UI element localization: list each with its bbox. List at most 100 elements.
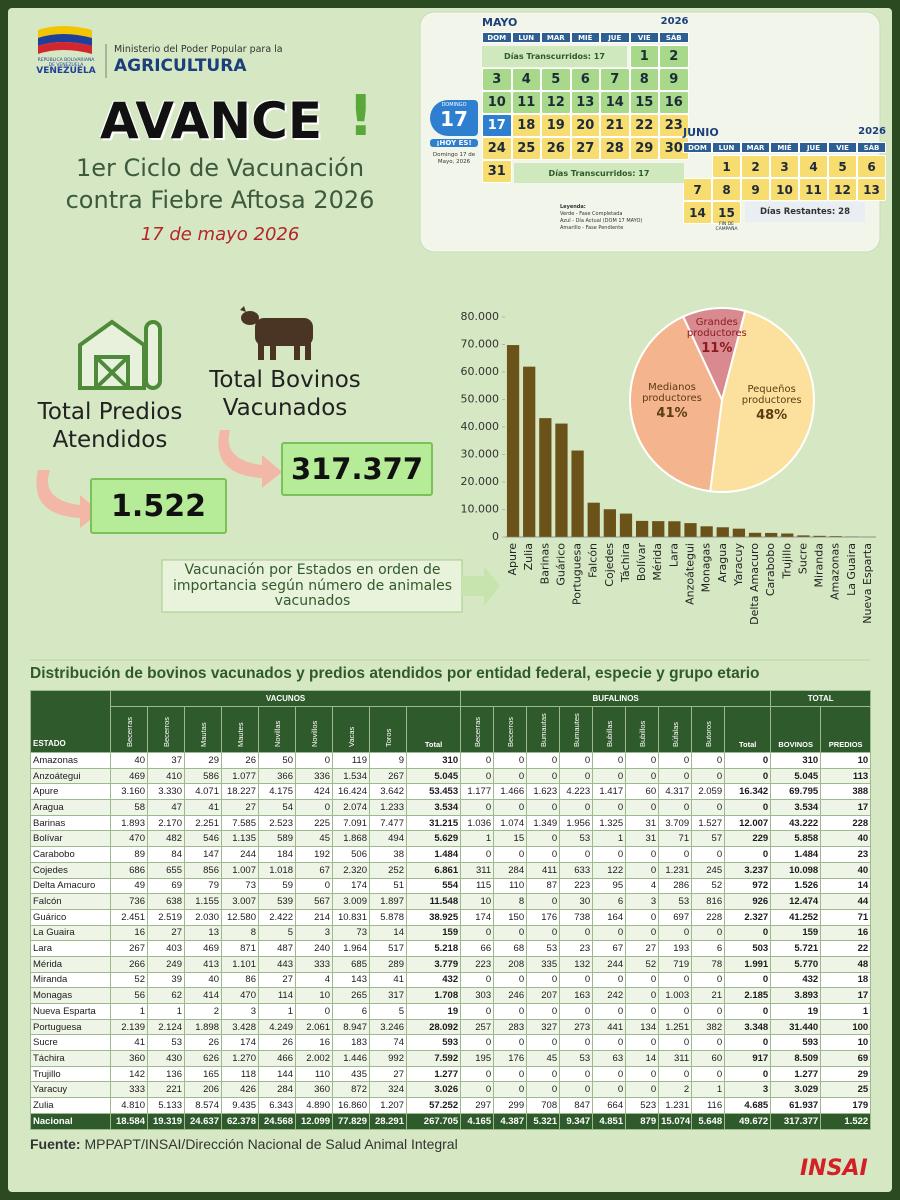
table-cell: 86 (221, 971, 259, 989)
table-cell: 303 (460, 987, 495, 1004)
calendar-day: 5 (541, 68, 571, 91)
table-cell: 159 (405, 924, 462, 942)
table-cell: 4.685 (724, 1097, 772, 1114)
table-cell: 43.222 (770, 814, 822, 832)
table-cell: 2.519 (147, 908, 185, 926)
table-cell: 5.218 (405, 940, 462, 957)
table-cell: 164 (592, 908, 627, 926)
table-cell: 208 (493, 955, 528, 973)
state-name: Yaracuy (30, 1081, 111, 1099)
table-cell: 7.592 (405, 1050, 462, 1067)
table-cell: 6.861 (405, 861, 462, 879)
table-cell: 0 (526, 830, 561, 848)
bar (587, 502, 600, 537)
table-cell: 6 (332, 1003, 370, 1020)
state-name: Lara (30, 940, 111, 957)
table-cell: 286 (658, 877, 693, 895)
table-cell: 2.185 (724, 987, 772, 1004)
calendar-day: 26 (541, 137, 571, 160)
table-cell: 118 (221, 1065, 259, 1083)
table-cell: 49 (110, 877, 148, 895)
calendar-day: 7 (600, 68, 630, 91)
table-cell: 0 (460, 971, 495, 989)
table-cell: 13 (184, 924, 222, 942)
table-cell: 16 (820, 924, 872, 942)
table-cell: 21 (691, 987, 726, 1004)
calendar-weekday: MAR (541, 32, 571, 43)
table-cell: 10 (820, 1034, 872, 1052)
table-cell: 554 (405, 877, 462, 895)
table-cell: 63 (592, 1050, 627, 1067)
table-cell: 1 (592, 830, 627, 848)
table-cell: 0 (724, 799, 772, 816)
x-tick-label: Nueva Esparta (861, 543, 874, 624)
table-cell: 3.348 (724, 1018, 772, 1036)
table-cell: 25 (820, 1081, 872, 1099)
table-cell: 10 (295, 987, 333, 1004)
table-cell: 0 (691, 799, 726, 816)
table-cell: 2 (658, 1081, 693, 1099)
table-cell: 31.215 (405, 814, 462, 832)
state-name: La Guaira (30, 924, 111, 942)
table-cell: 503 (724, 940, 772, 957)
calendar-note: Días Transcurridos: 17 (482, 46, 627, 67)
pie-slice (629, 315, 724, 493)
table-row: Monagas 56 62 414 470 114 10 265 317 1.708 303 246 2… (30, 987, 872, 1004)
table-cell: 0 (493, 971, 528, 989)
table-cell: 0 (493, 846, 528, 863)
column-header: Butoros (691, 706, 726, 753)
bar (813, 535, 826, 537)
table-cell: 719 (658, 955, 693, 973)
column-header: PREDIOS (820, 706, 872, 753)
calendar-weekday: JUE (600, 32, 630, 43)
table-cell: 1 (691, 1081, 726, 1099)
table-cell: 3.779 (405, 955, 462, 973)
table-cell: 0 (526, 971, 561, 989)
table-cell: 0 (592, 799, 627, 816)
calendar-day: 9 (741, 178, 770, 201)
calendar-weekday: MIÉ (770, 142, 799, 153)
table-cell: 593 (770, 1034, 822, 1052)
table-row: Falcón 736 638 1.155 3.007 539 567 3.009 1.897 11… (30, 893, 872, 910)
calendar-day: 6 (570, 68, 600, 91)
table-cell: 2.422 (258, 908, 296, 926)
table-row: Cojedes 686 655 856 1.007 1.018 67 2.320 252 6.86… (30, 861, 872, 879)
table-cell: 0 (493, 752, 528, 769)
table-cell: 48 (820, 955, 872, 973)
state-name: Aragua (30, 799, 111, 816)
table-cell: 12.099 (295, 1112, 333, 1130)
table-cell: 1.527 (691, 814, 726, 832)
table-cell: 0 (559, 767, 594, 785)
subtitle: 1er Ciclo de Vacunación (75, 154, 365, 182)
x-tick-label: Cojedes (603, 543, 616, 587)
table-cell: 113 (820, 767, 872, 785)
calendar-day: 20 (570, 114, 600, 137)
calendar-weekday: VIE (629, 32, 659, 43)
table-cell: 506 (332, 846, 370, 863)
table-cell: 110 (295, 1065, 333, 1083)
x-tick-label: Yaracuy (732, 543, 745, 587)
state-name: Portuguesa (30, 1018, 111, 1036)
table-cell: 142 (110, 1065, 148, 1083)
calendar-day: 10 (770, 178, 799, 201)
calendar-weekday: LUN (712, 142, 741, 153)
table-cell: 66 (460, 940, 495, 957)
table-cell: 4 (295, 971, 333, 989)
table-cell: 31 (625, 830, 660, 848)
table-cell: 3.246 (369, 1018, 407, 1036)
table-cell: 24.637 (184, 1112, 222, 1130)
calendar-weekday: MIÉ (570, 32, 600, 43)
table-cell: 283 (493, 1018, 528, 1036)
table-cell: 2.523 (258, 814, 296, 832)
table-cell: 27 (369, 1065, 407, 1083)
calendar-day: 15 (712, 201, 741, 224)
column-label: Bubillas (604, 720, 614, 747)
x-tick-label: Anzoátegui (684, 543, 697, 605)
table-cell: 1.534 (332, 767, 370, 785)
state-name: Nacional (30, 1112, 111, 1130)
table-cell: 19 (405, 1003, 462, 1020)
table-cell: 0 (592, 924, 627, 942)
calendar-day: 14 (683, 201, 712, 224)
table-cell: 1.231 (658, 1097, 693, 1114)
table-cell: 1.897 (369, 893, 407, 910)
